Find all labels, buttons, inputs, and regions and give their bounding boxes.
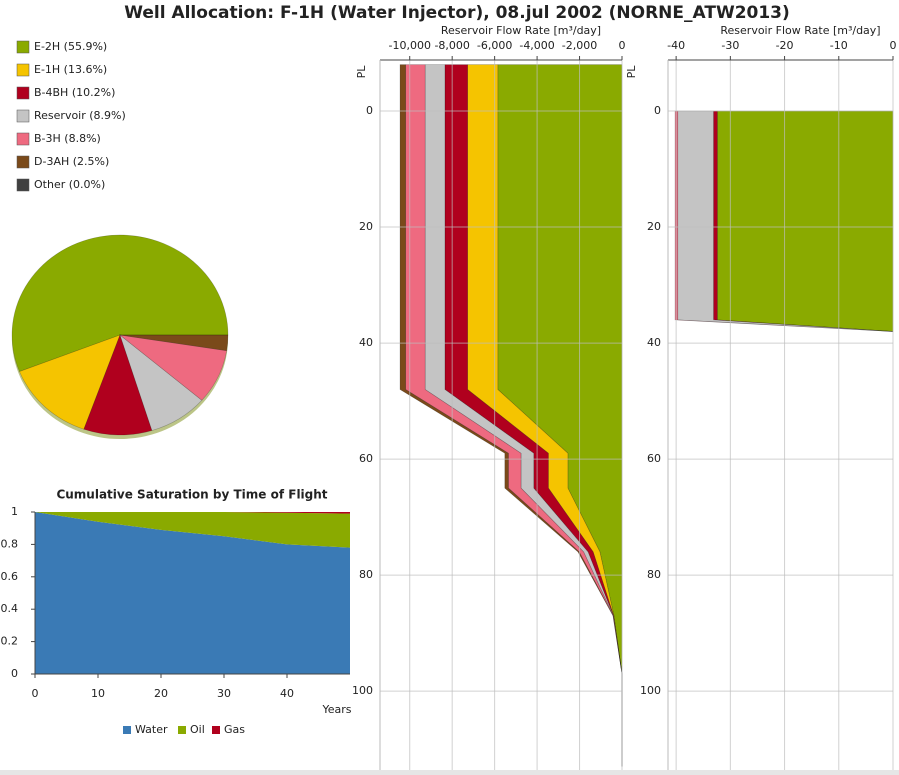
- legend-swatch: [123, 726, 131, 734]
- x-axis-label: Reservoir Flow Rate [m³/day]: [720, 24, 880, 37]
- flow-area: [717, 110, 894, 332]
- pie-slice: [11, 234, 229, 372]
- y-tick-label: 60: [647, 452, 661, 465]
- x-tick-label: 30: [217, 687, 231, 700]
- y-tick-label: 100: [352, 684, 373, 697]
- legend-swatch: [212, 726, 220, 734]
- pie-slice: [83, 334, 153, 436]
- x-tick-label: 0: [619, 39, 626, 52]
- y-tick-label: 40: [359, 336, 373, 349]
- legend-label: E-2H (55.9%): [34, 40, 107, 53]
- x-tick-label: -10: [830, 39, 848, 52]
- chart-title: Cumulative Saturation by Time of Flight: [56, 488, 327, 502]
- area: [35, 512, 350, 674]
- page-title: Well Allocation: F-1H (Water Injector), …: [124, 3, 790, 23]
- bottom-strip: [0, 770, 899, 775]
- x-tick-label: 0: [890, 39, 897, 52]
- legend-swatch: [16, 155, 30, 169]
- pie-slice: [119, 334, 203, 431]
- legend-label: B-4BH (10.2%): [34, 86, 115, 99]
- legend-label: B-3H (8.8%): [34, 132, 101, 145]
- legend-swatch: [178, 726, 186, 734]
- y-tick-label: 100: [640, 684, 661, 697]
- y-tick-label: 80: [359, 568, 373, 581]
- y-tick-label: 0.8: [1, 537, 19, 550]
- x-tick-label: -2,000: [562, 39, 597, 52]
- y-tick-label: 0: [366, 104, 373, 117]
- area: [35, 512, 350, 514]
- x-tick-label: -6,000: [477, 39, 512, 52]
- legend-swatch: [16, 40, 30, 54]
- area: [35, 512, 350, 548]
- x-tick-label: 20: [154, 687, 168, 700]
- x-tick-label: -8,000: [434, 39, 469, 52]
- y-tick-label: 40: [647, 336, 661, 349]
- y-tick-label: 0: [11, 667, 18, 680]
- pie-slice: [119, 334, 229, 351]
- legend-label: Other (0.0%): [34, 178, 105, 191]
- legend-swatch: [16, 63, 30, 77]
- y-tick-label: 0: [654, 104, 661, 117]
- y-axis-label: PL: [625, 65, 638, 79]
- x-axis-label: Reservoir Flow Rate [m³/day]: [441, 24, 601, 37]
- x-tick-label: -4,000: [519, 39, 554, 52]
- y-axis-label: PL: [355, 65, 368, 79]
- x-tick-label: -30: [721, 39, 739, 52]
- y-tick-label: 20: [359, 220, 373, 233]
- x-axis-label: Years: [321, 703, 351, 716]
- legend-label: Reservoir (8.9%): [34, 109, 126, 122]
- y-tick-label: 1: [11, 505, 18, 518]
- legend-label: Water: [135, 723, 168, 736]
- legend-swatch: [16, 109, 30, 123]
- y-tick-label: 0.6: [1, 570, 19, 583]
- legend-label: D-3AH (2.5%): [34, 155, 109, 168]
- legend-swatch: [16, 132, 30, 146]
- x-tick-label: 40: [280, 687, 294, 700]
- x-tick-label: -10,000: [388, 39, 430, 52]
- x-tick-label: -20: [776, 39, 794, 52]
- y-tick-label: 80: [647, 568, 661, 581]
- legend-label: Gas: [224, 723, 245, 736]
- x-tick-label: 10: [91, 687, 105, 700]
- y-tick-label: 0.4: [1, 602, 19, 615]
- y-tick-label: 0.2: [1, 635, 19, 648]
- pie-slice: [118, 334, 228, 401]
- pie-slice: [19, 334, 121, 430]
- x-tick-label: 0: [32, 687, 39, 700]
- y-tick-label: 20: [647, 220, 661, 233]
- x-tick-label: -40: [667, 39, 685, 52]
- legend-label: Oil: [190, 723, 205, 736]
- legend-swatch: [16, 86, 30, 100]
- y-tick-label: 60: [359, 452, 373, 465]
- legend-label: E-1H (13.6%): [34, 63, 107, 76]
- legend-swatch: [16, 178, 30, 192]
